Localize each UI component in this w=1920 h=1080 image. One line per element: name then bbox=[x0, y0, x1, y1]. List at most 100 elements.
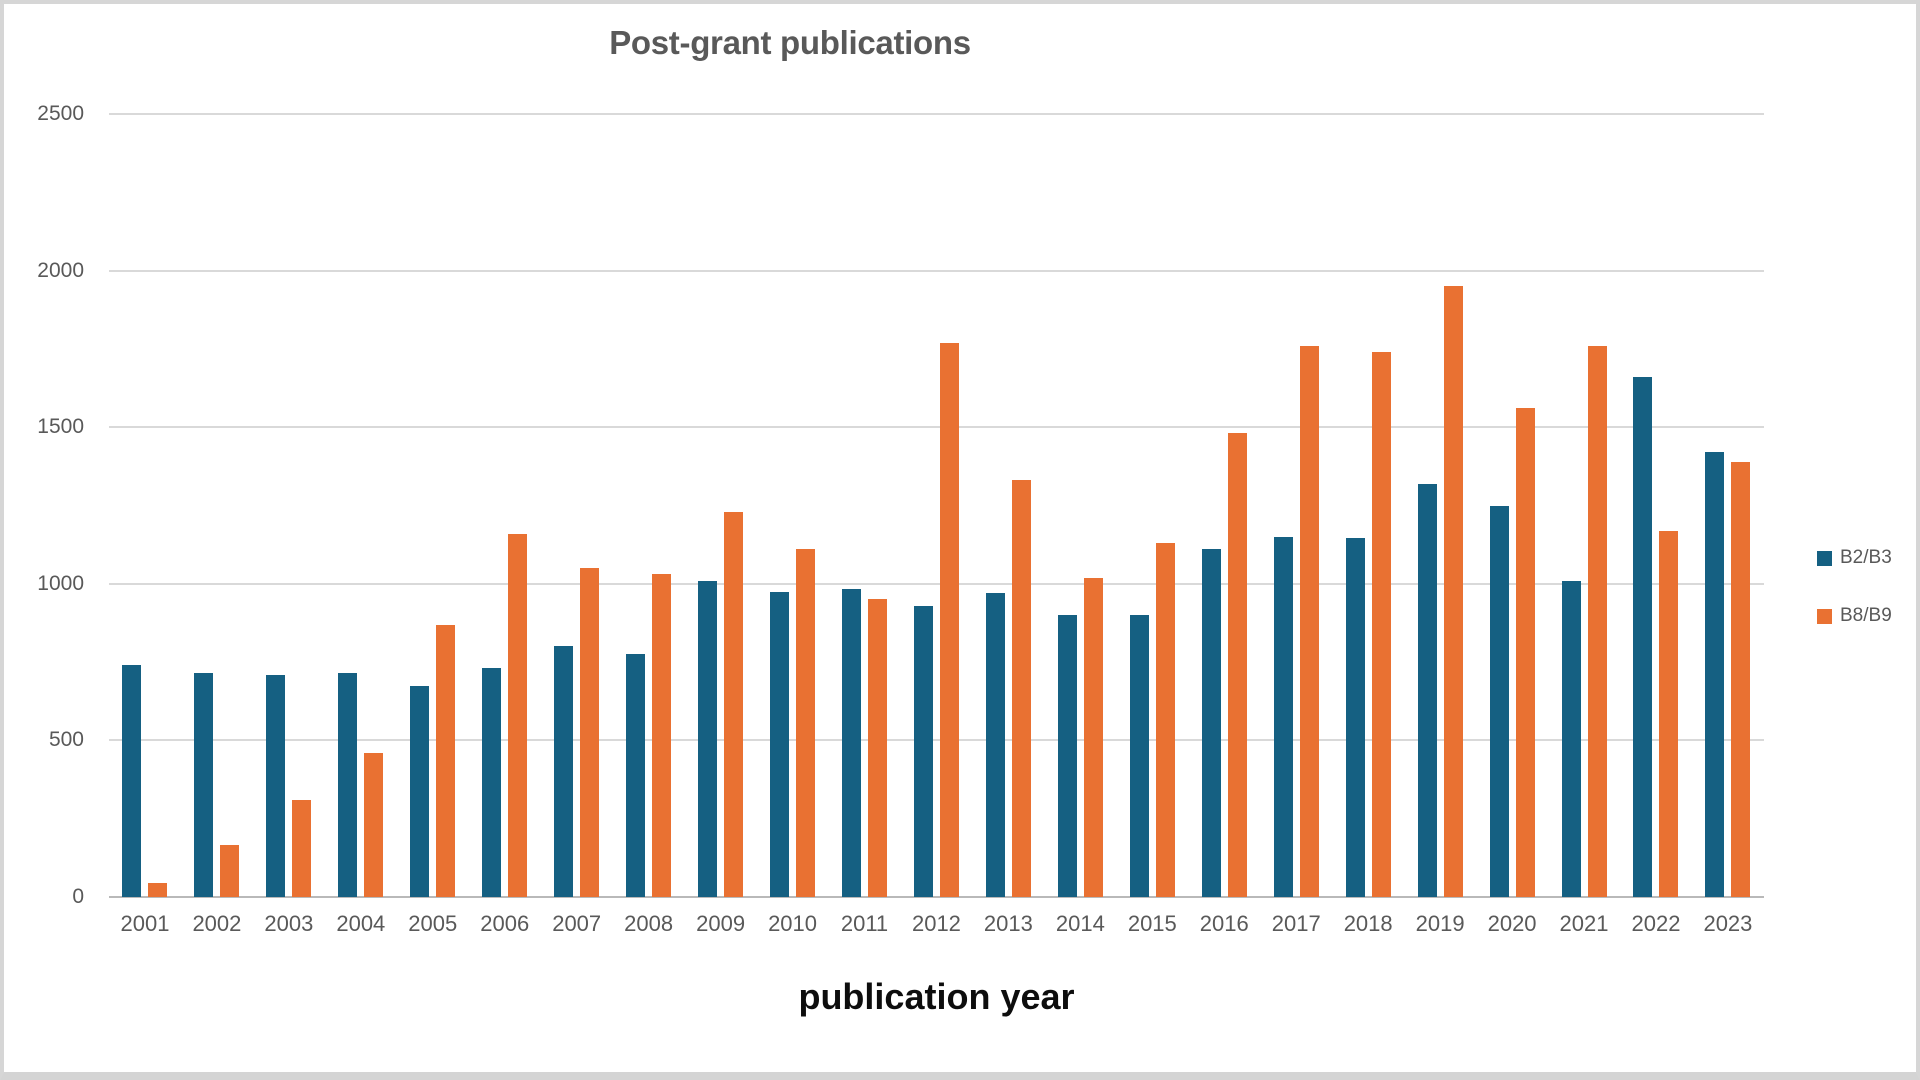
legend-swatch-b8b9 bbox=[1817, 608, 1832, 624]
x-tick-label-2006: 2006 bbox=[480, 911, 530, 936]
bar-b2b3-2018 bbox=[1345, 538, 1365, 897]
x-tick-label-2020: 2020 bbox=[1487, 911, 1537, 936]
bar-group-2021: 2021 bbox=[1548, 114, 1620, 936]
x-tick-label-2002: 2002 bbox=[192, 911, 242, 936]
bar-b8b9-2016 bbox=[1227, 433, 1247, 897]
bar-b8b9-2015 bbox=[1155, 543, 1175, 897]
y-tick-label-0: 0 bbox=[72, 885, 84, 908]
bar-b8b9-2020 bbox=[1515, 408, 1535, 897]
bar-b8b9-2002 bbox=[220, 845, 240, 897]
bar-b8b9-2023 bbox=[1731, 461, 1751, 897]
bar-group-2006: 2006 bbox=[469, 114, 541, 936]
bar-b8b9-2005 bbox=[436, 624, 456, 897]
x-tick-label-2001: 2001 bbox=[120, 911, 170, 936]
bar-b2b3-2013 bbox=[985, 593, 1005, 897]
legend: B2/B3 B8/B9 bbox=[1817, 547, 1892, 663]
y-tick-label-2000: 2000 bbox=[37, 258, 84, 282]
gridline-2000 bbox=[109, 269, 1764, 272]
bar-b8b9-2021 bbox=[1587, 345, 1607, 897]
bar-b2b3-2020 bbox=[1489, 505, 1509, 897]
x-tick-label-2017: 2017 bbox=[1271, 911, 1321, 936]
bar-b8b9-2001 bbox=[148, 882, 168, 897]
bar-b2b3-2017 bbox=[1273, 536, 1293, 897]
x-tick-label-2004: 2004 bbox=[336, 911, 386, 936]
bar-b2b3-2014 bbox=[1057, 615, 1077, 897]
bar-group-2007: 2007 bbox=[541, 114, 613, 936]
x-tick-label-2015: 2015 bbox=[1127, 911, 1177, 936]
gridline-500 bbox=[109, 739, 1764, 742]
x-tick-label-2007: 2007 bbox=[552, 911, 602, 936]
bar-group-2011: 2011 bbox=[829, 114, 901, 936]
bar-b2b3-2016 bbox=[1201, 549, 1221, 897]
bar-b2b3-2023 bbox=[1705, 452, 1725, 897]
bar-group-2014: 2014 bbox=[1044, 114, 1116, 936]
bar-group-2012: 2012 bbox=[900, 114, 972, 936]
bar-b8b9-2010 bbox=[796, 549, 816, 897]
bar-b2b3-2005 bbox=[410, 685, 430, 897]
y-tick-label-1500: 1500 bbox=[37, 415, 84, 439]
gridline-1000 bbox=[109, 582, 1764, 585]
bar-group-2013: 2013 bbox=[972, 114, 1044, 936]
x-tick-label-2011: 2011 bbox=[840, 911, 889, 936]
x-tick-label-2018: 2018 bbox=[1343, 911, 1393, 936]
bar-b2b3-2007 bbox=[554, 646, 574, 897]
bar-b2b3-2019 bbox=[1417, 483, 1437, 897]
bar-b2b3-2004 bbox=[338, 673, 358, 897]
bar-b2b3-2003 bbox=[266, 674, 286, 897]
x-axis-title: publication year bbox=[798, 976, 1075, 1017]
y-tick-label-1000: 1000 bbox=[37, 571, 84, 595]
chart-title: Post-grant publications bbox=[609, 24, 971, 61]
x-tick-label-2012: 2012 bbox=[911, 911, 961, 936]
bar-groups-layer: 2001 2002 2003 2004 2005 2006 2007 2008 2009 2010… bbox=[109, 114, 1764, 936]
bar-b2b3-2011 bbox=[842, 588, 861, 897]
bar-b8b9-2019 bbox=[1443, 286, 1463, 897]
bar-b2b3-2021 bbox=[1561, 580, 1581, 897]
y-tick-label-2500: 2500 bbox=[37, 102, 84, 125]
bar-group-2022: 2022 bbox=[1620, 114, 1692, 936]
x-tick-label-2021: 2021 bbox=[1559, 911, 1609, 936]
bar-b2b3-2006 bbox=[482, 668, 502, 897]
bar-group-2003: 2003 bbox=[253, 114, 325, 936]
bar-group-2009: 2009 bbox=[685, 114, 757, 936]
bar-group-2017: 2017 bbox=[1260, 114, 1332, 936]
bar-group-2008: 2008 bbox=[613, 114, 685, 936]
bar-b8b9-2012 bbox=[939, 342, 959, 897]
legend-label-b2b3: B2/B3 bbox=[1840, 547, 1892, 568]
legend-item-b2b3: B2/B3 bbox=[1817, 547, 1892, 569]
x-tick-label-2008: 2008 bbox=[624, 911, 674, 936]
bar-b8b9-2014 bbox=[1083, 577, 1103, 897]
bar-group-2019: 2019 bbox=[1404, 114, 1476, 936]
y-tick-label-500: 500 bbox=[48, 728, 84, 752]
x-tick-label-2023: 2023 bbox=[1703, 911, 1753, 936]
bar-b2b3-2009 bbox=[698, 580, 718, 897]
bar-b8b9-2003 bbox=[292, 799, 312, 897]
bar-group-2004: 2004 bbox=[325, 114, 397, 936]
x-tick-label-2016: 2016 bbox=[1199, 911, 1249, 936]
legend-label-b8b9: B8/B9 bbox=[1840, 605, 1892, 626]
x-tick-label-2013: 2013 bbox=[983, 911, 1033, 936]
gridline-0 bbox=[109, 896, 1764, 898]
bar-b2b3-2012 bbox=[913, 605, 933, 897]
bar-b2b3-2022 bbox=[1633, 377, 1653, 897]
bar-b8b9-2008 bbox=[652, 574, 672, 897]
bar-group-2001: 2001 bbox=[109, 114, 181, 936]
bar-b8b9-2004 bbox=[364, 752, 384, 897]
x-tick-label-2003: 2003 bbox=[264, 911, 314, 936]
x-tick-label-2005: 2005 bbox=[408, 911, 458, 936]
bar-b8b9-2009 bbox=[724, 511, 744, 897]
bar-b8b9-2007 bbox=[580, 568, 600, 897]
bar-b2b3-2015 bbox=[1129, 615, 1149, 897]
x-tick-label-2014: 2014 bbox=[1055, 911, 1105, 936]
x-tick-label-2010: 2010 bbox=[768, 911, 818, 936]
bar-b2b3-2010 bbox=[770, 591, 790, 897]
gridline-2500 bbox=[109, 113, 1764, 115]
bar-group-2002: 2002 bbox=[181, 114, 253, 936]
bar-group-2020: 2020 bbox=[1476, 114, 1548, 936]
x-tick-label-2019: 2019 bbox=[1415, 911, 1465, 936]
bar-group-2018: 2018 bbox=[1332, 114, 1404, 936]
bar-b8b9-2022 bbox=[1659, 530, 1679, 897]
bar-b2b3-2002 bbox=[194, 673, 214, 897]
bar-group-2015: 2015 bbox=[1116, 114, 1188, 936]
bar-b8b9-2011 bbox=[868, 599, 887, 897]
